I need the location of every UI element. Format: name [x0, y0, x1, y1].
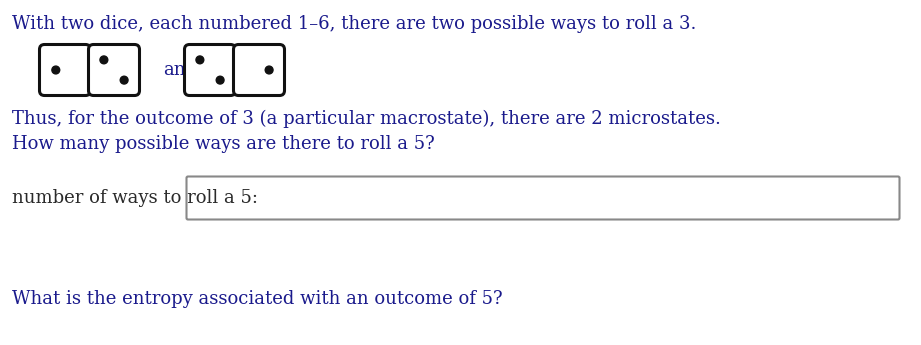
- Text: and: and: [163, 61, 197, 79]
- Circle shape: [265, 66, 273, 74]
- FancyBboxPatch shape: [184, 45, 236, 96]
- Circle shape: [52, 66, 60, 74]
- FancyBboxPatch shape: [88, 45, 139, 96]
- Circle shape: [121, 76, 128, 84]
- FancyBboxPatch shape: [234, 45, 285, 96]
- Text: What is the entropy associated with an outcome of 5?: What is the entropy associated with an o…: [12, 290, 503, 308]
- Circle shape: [100, 56, 108, 64]
- Text: Thus, for the outcome of 3 (a particular macrostate), there are 2 microstates.: Thus, for the outcome of 3 (a particular…: [12, 110, 721, 128]
- FancyBboxPatch shape: [40, 45, 90, 96]
- FancyBboxPatch shape: [186, 177, 900, 219]
- Circle shape: [216, 76, 224, 84]
- Text: How many possible ways are there to roll a 5?: How many possible ways are there to roll…: [12, 135, 435, 153]
- Text: number of ways to roll a 5:: number of ways to roll a 5:: [12, 189, 258, 207]
- Circle shape: [196, 56, 204, 64]
- Text: With two dice, each numbered 1–6, there are two possible ways to roll a 3.: With two dice, each numbered 1–6, there …: [12, 15, 696, 33]
